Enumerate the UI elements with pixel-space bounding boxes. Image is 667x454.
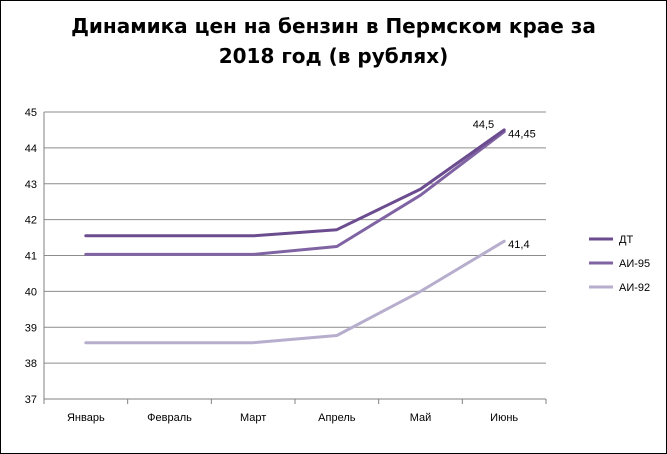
y-tick-label: 37 (25, 394, 37, 406)
chart-title: Динамика цен на бензин в Пермском крае з… (1, 11, 666, 71)
y-tick-label: 42 (25, 215, 37, 227)
y-tick-label: 44 (25, 143, 37, 155)
y-tick-label: 41 (25, 251, 37, 263)
legend-label: АИ-92 (619, 282, 650, 294)
data-label: 44,45 (508, 129, 536, 141)
series-line-2 (84, 239, 506, 345)
y-tick-label: 43 (25, 179, 37, 191)
x-tick-label: Март (240, 412, 266, 424)
x-tick-label: Февраль (147, 412, 192, 424)
x-tick-label: Июнь (490, 412, 518, 424)
y-tick-label: 39 (25, 322, 37, 334)
series-line-1 (84, 130, 506, 256)
chart-title-line-2: 2018 год (в рублях) (218, 44, 449, 68)
y-tick-label: 38 (25, 358, 37, 370)
x-tick-label: Апрель (318, 412, 356, 424)
y-tick-label: 45 (25, 107, 37, 119)
data-label: 44,5 (473, 119, 494, 131)
series-line-0 (84, 128, 506, 238)
data-label: 41,4 (508, 239, 529, 251)
chart-title-line-1: Динамика цен на бензин в Пермском крае з… (71, 14, 596, 38)
legend-label: АИ-95 (619, 258, 650, 270)
y-tick-label: 40 (25, 286, 37, 298)
x-tick-label: Январь (67, 412, 105, 424)
legend-label: ДТ (619, 234, 633, 246)
x-tick-label: Май (410, 412, 432, 424)
